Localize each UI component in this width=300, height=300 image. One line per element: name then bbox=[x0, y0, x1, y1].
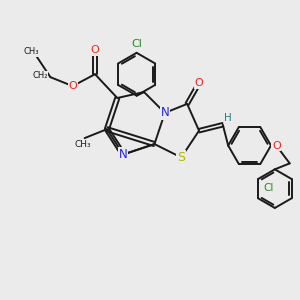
Text: S: S bbox=[177, 151, 185, 164]
Text: Cl: Cl bbox=[131, 40, 142, 50]
Text: Cl: Cl bbox=[263, 184, 274, 194]
Text: CH₃: CH₃ bbox=[75, 140, 92, 149]
Text: O: O bbox=[272, 140, 281, 151]
Text: H: H bbox=[224, 113, 232, 123]
Text: CH₂: CH₂ bbox=[32, 71, 48, 80]
Text: O: O bbox=[195, 78, 203, 88]
Text: CH₃: CH₃ bbox=[23, 47, 39, 56]
Text: O: O bbox=[68, 81, 77, 91]
Text: N: N bbox=[160, 106, 169, 119]
Text: O: O bbox=[91, 45, 99, 56]
Text: N: N bbox=[119, 148, 128, 161]
